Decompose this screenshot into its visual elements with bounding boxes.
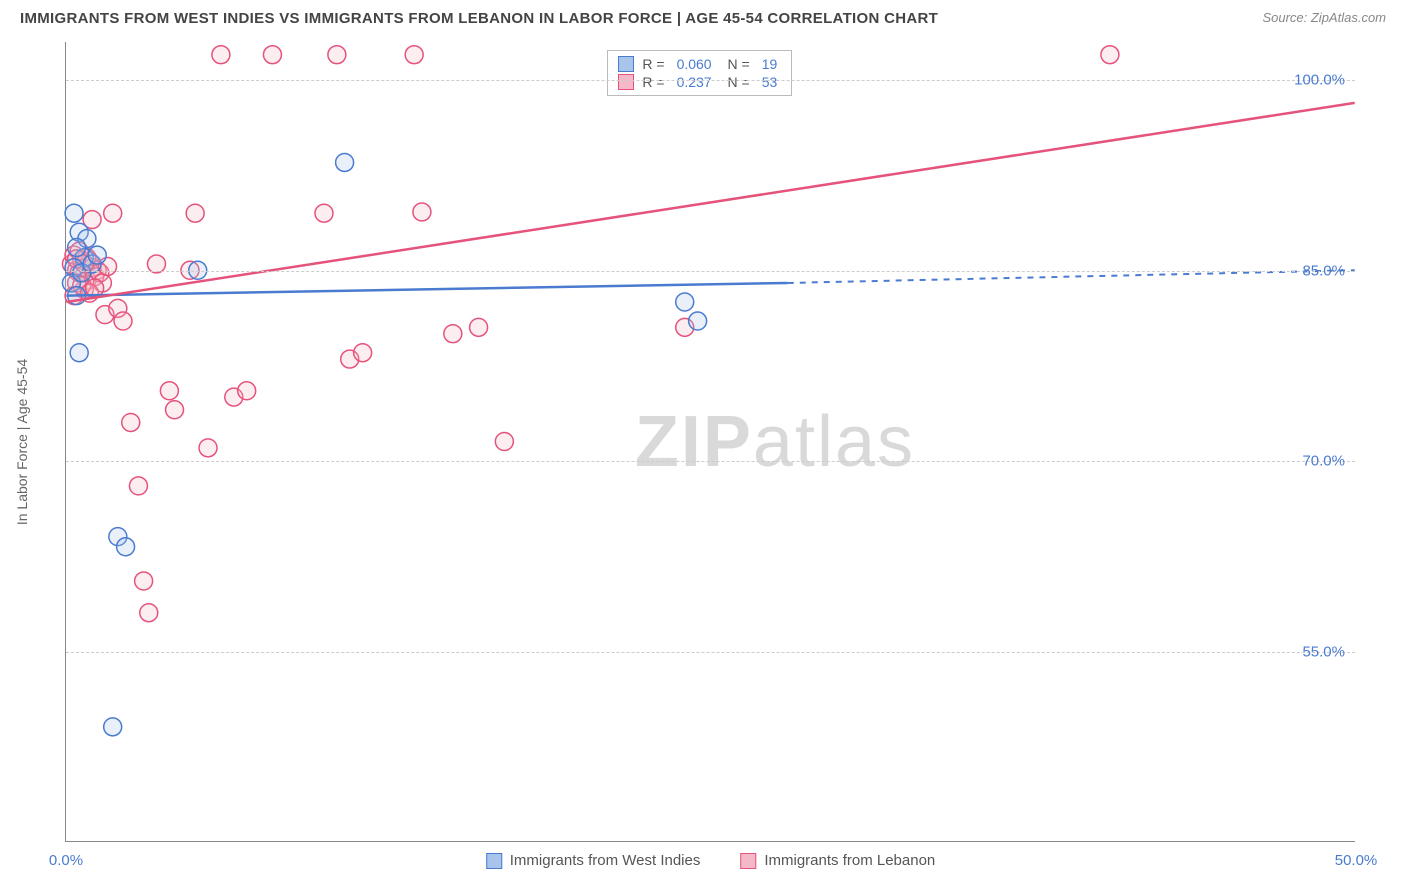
stat-r-1: 0.060 (677, 56, 712, 72)
stat-n-label: N = (724, 74, 750, 90)
stats-row-2: R = 0.237 N = 53 (618, 73, 781, 91)
data-point (135, 572, 153, 590)
scatter-svg (66, 42, 1355, 841)
data-point (354, 344, 372, 362)
data-point (160, 382, 178, 400)
stat-r-2: 0.237 (677, 74, 712, 90)
x-tick-label: 0.0% (49, 852, 83, 869)
stats-row-1: R = 0.060 N = 19 (618, 55, 781, 73)
y-axis-label: In Labor Force | Age 45-54 (14, 359, 30, 525)
stat-n-label: N = (724, 56, 750, 72)
data-point (186, 204, 204, 222)
trend-line-extrapolated (788, 270, 1355, 283)
scatter-chart: In Labor Force | Age 45-54 ZIPatlas R = … (50, 42, 1370, 842)
data-point (88, 246, 106, 264)
data-point (470, 318, 488, 336)
data-point (413, 203, 431, 221)
data-point (238, 382, 256, 400)
data-point (140, 604, 158, 622)
plot-area: ZIPatlas R = 0.060 N = 19 R = 0.237 N = … (65, 42, 1355, 842)
title-bar: IMMIGRANTS FROM WEST INDIES VS IMMIGRANT… (0, 0, 1406, 35)
gridline (66, 80, 1355, 81)
data-point (444, 325, 462, 343)
chart-title: IMMIGRANTS FROM WEST INDIES VS IMMIGRANT… (20, 10, 938, 27)
bottom-legend: Immigrants from West Indies Immigrants f… (486, 852, 936, 869)
data-point (104, 718, 122, 736)
data-point (65, 204, 83, 222)
legend-item-1: Immigrants from West Indies (486, 852, 701, 869)
legend-label-2: Immigrants from Lebanon (764, 852, 935, 869)
trend-line (66, 103, 1354, 302)
stats-legend: R = 0.060 N = 19 R = 0.237 N = 53 (607, 50, 792, 96)
data-point (336, 153, 354, 171)
y-tick-label: 100.0% (1294, 72, 1345, 89)
data-point (212, 46, 230, 64)
legend-item-2: Immigrants from Lebanon (740, 852, 935, 869)
x-tick-label: 50.0% (1335, 852, 1378, 869)
data-point (122, 413, 140, 431)
data-point (676, 293, 694, 311)
y-tick-label: 70.0% (1302, 453, 1345, 470)
swatch-west-indies (618, 56, 634, 72)
gridline (66, 652, 1355, 653)
data-point (263, 46, 281, 64)
data-point (117, 538, 135, 556)
data-point (328, 46, 346, 64)
data-point (689, 312, 707, 330)
y-tick-label: 55.0% (1302, 643, 1345, 660)
data-point (315, 204, 333, 222)
stat-r-label: R = (642, 74, 664, 90)
y-tick-label: 85.0% (1302, 262, 1345, 279)
data-point (495, 433, 513, 451)
data-point (405, 46, 423, 64)
legend-label-1: Immigrants from West Indies (510, 852, 701, 869)
gridline (66, 461, 1355, 462)
swatch-lebanon (618, 74, 634, 90)
legend-swatch-2 (740, 853, 756, 869)
gridline (66, 271, 1355, 272)
data-point (114, 312, 132, 330)
data-point (70, 344, 88, 362)
stat-r-label: R = (642, 56, 664, 72)
source-label: Source: ZipAtlas.com (1262, 10, 1386, 25)
stat-n-2: 53 (762, 74, 778, 90)
data-point (166, 401, 184, 419)
legend-swatch-1 (486, 853, 502, 869)
data-point (1101, 46, 1119, 64)
stat-n-1: 19 (762, 56, 778, 72)
data-point (129, 477, 147, 495)
data-point (68, 238, 86, 256)
data-point (104, 204, 122, 222)
data-point (199, 439, 217, 457)
